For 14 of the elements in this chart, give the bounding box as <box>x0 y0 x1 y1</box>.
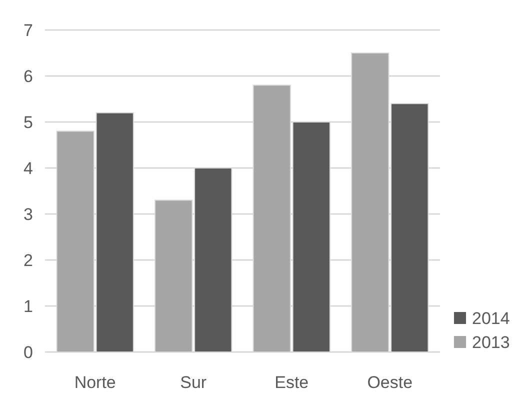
y-tick-label: 7 <box>24 20 33 40</box>
x-tick-label: Oeste <box>367 373 413 392</box>
y-tick-label: 3 <box>24 204 33 224</box>
x-tick-label: Sur <box>180 373 207 392</box>
y-tick-label: 0 <box>24 342 33 362</box>
y-tick-label: 1 <box>24 296 33 316</box>
x-tick-label: Este <box>274 373 309 392</box>
legend-label: 2013 <box>472 332 510 352</box>
y-tick-label: 2 <box>24 250 33 270</box>
legend-label: 2014 <box>472 308 510 328</box>
x-tick-label: Norte <box>74 373 116 392</box>
y-tick-label: 6 <box>24 66 33 86</box>
y-tick-label: 4 <box>24 158 33 178</box>
y-tick-label: 5 <box>24 112 33 132</box>
